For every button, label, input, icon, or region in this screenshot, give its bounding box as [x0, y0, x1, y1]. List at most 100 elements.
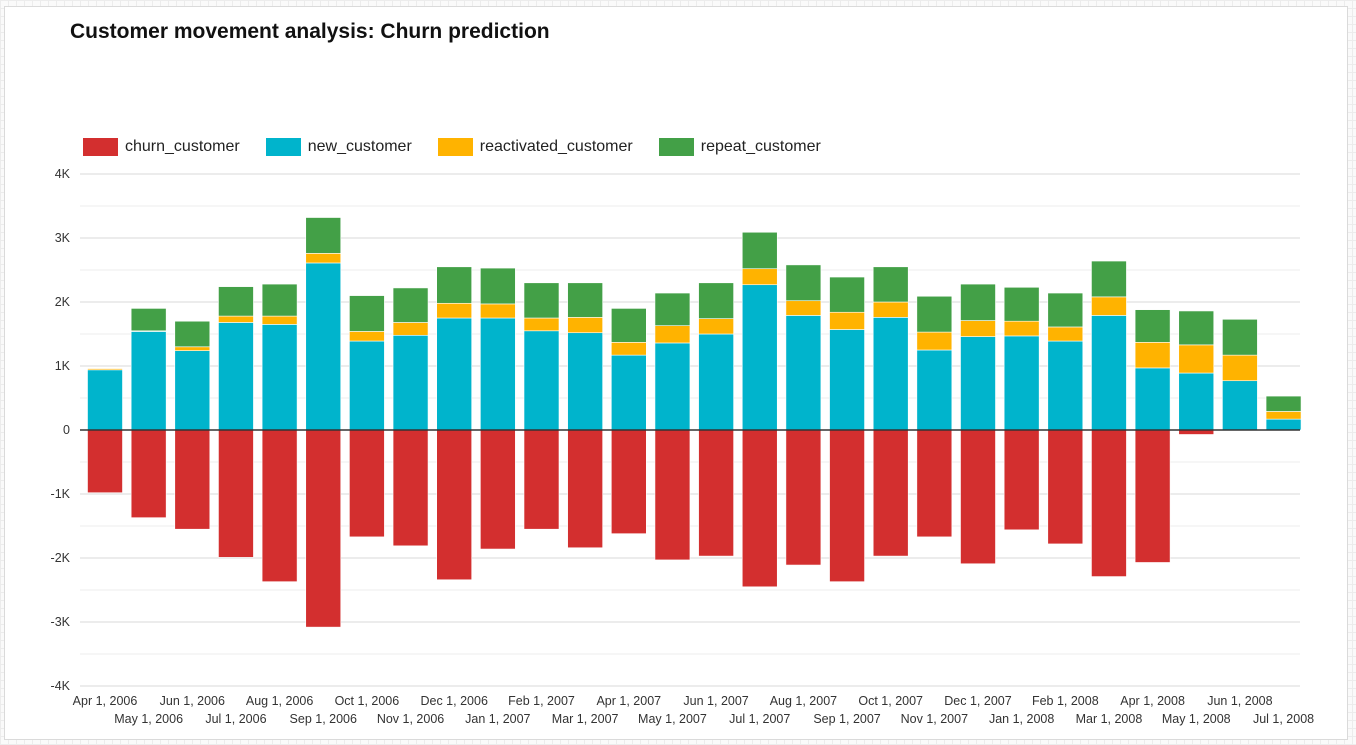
- bar-reactivated-customer-may-1-2007: [654, 325, 691, 344]
- bar-churn-customer-jun-1-2007: [698, 429, 734, 557]
- legend-item-new-customer[interactable]: new_customer: [265, 138, 412, 156]
- legend-swatch-reactivated-customer: [437, 138, 473, 156]
- bar-churn-customer-sep-1-2007: [829, 429, 865, 582]
- x-tick-label: Oct 1, 2006: [335, 694, 400, 708]
- legend-swatch-repeat-customer: [658, 138, 694, 156]
- bar-churn-customer-jul-1-2006: [218, 429, 254, 558]
- bar-repeat-customer-aug-1-2006: [261, 283, 298, 317]
- x-tick-label: Mar 1, 2008: [1076, 712, 1143, 726]
- bar-repeat-customer-dec-1-2006: [436, 266, 473, 304]
- bar-repeat-customer-apr-1-2007: [610, 308, 647, 343]
- x-tick-label: Nov 1, 2007: [901, 712, 968, 726]
- y-tick-label: 4K: [55, 167, 71, 181]
- bar-new-customer-jun-1-2008: [1222, 380, 1258, 431]
- bar-reactivated-customer-sep-1-2007: [829, 311, 865, 330]
- bar-new-customer-oct-1-2006: [349, 340, 385, 431]
- bar-churn-customer-jul-1-2007: [741, 429, 778, 588]
- bar-reactivated-customer-jul-1-2008: [1265, 411, 1302, 420]
- bar-churn-customer-apr-1-2007: [610, 429, 647, 534]
- y-tick-label: -3K: [51, 615, 71, 629]
- x-tick-label: Aug 1, 2006: [246, 694, 313, 708]
- bar-new-customer-dec-1-2007: [960, 336, 996, 431]
- bar-new-customer-feb-1-2008: [1047, 340, 1084, 431]
- bar-new-customer-sep-1-2007: [829, 329, 865, 431]
- bar-new-customer-dec-1-2006: [436, 317, 473, 431]
- bar-repeat-customer-sep-1-2007: [829, 276, 865, 313]
- bar-reactivated-customer-aug-1-2006: [261, 315, 298, 325]
- bar-new-customer-jun-1-2007: [698, 333, 734, 431]
- bar-new-customer-nov-1-2007: [916, 349, 953, 431]
- bar-reactivated-customer-jun-1-2006: [174, 346, 211, 351]
- chart-title: Customer movement analysis: Churn predic…: [70, 20, 550, 43]
- bar-reactivated-customer-jan-1-2008: [1003, 320, 1040, 337]
- y-tick-label: -4K: [51, 679, 71, 693]
- x-tick-label: Apr 1, 2006: [73, 694, 138, 708]
- bar-churn-customer-jan-1-2007: [480, 429, 516, 550]
- bar-reactivated-customer-feb-1-2008: [1047, 326, 1084, 342]
- bar-new-customer-apr-1-2006: [87, 369, 123, 431]
- bar-repeat-customer-may-1-2006: [130, 308, 167, 332]
- x-tick-label: Feb 1, 2008: [1032, 694, 1099, 708]
- bar-repeat-customer-dec-1-2007: [960, 283, 996, 321]
- bar-reactivated-customer-oct-1-2006: [349, 331, 385, 342]
- x-tick-label: Aug 1, 2007: [770, 694, 837, 708]
- bar-reactivated-customer-nov-1-2006: [392, 322, 429, 336]
- bar-new-customer-may-1-2007: [654, 342, 691, 431]
- bar-churn-customer-jan-1-2008: [1003, 429, 1040, 531]
- bar-churn-customer-mar-1-2007: [567, 429, 603, 549]
- y-tick-label: -1K: [51, 487, 71, 501]
- bar-churn-customer-aug-1-2006: [261, 429, 298, 582]
- legend-swatch-churn-customer: [83, 138, 118, 156]
- bar-reactivated-customer-jul-1-2007: [741, 268, 778, 286]
- bar-repeat-customer-mar-1-2007: [567, 282, 603, 318]
- bar-churn-customer-aug-1-2007: [785, 429, 822, 566]
- x-tick-label: May 1, 2007: [638, 712, 707, 726]
- bar-churn-customer-jun-1-2006: [174, 429, 211, 530]
- y-tick-label: 1K: [55, 359, 71, 373]
- legend-item-churn-customer[interactable]: churn_customer: [83, 138, 240, 156]
- bar-new-customer-aug-1-2006: [261, 324, 298, 431]
- bar-reactivated-customer-dec-1-2006: [436, 302, 473, 319]
- bar-churn-customer-apr-1-2008: [1134, 429, 1171, 563]
- x-tick-label: Jun 1, 2008: [1207, 694, 1272, 708]
- legend-label-reactivated-customer: reactivated_customer: [479, 138, 633, 155]
- legend-label-new-customer: new_customer: [307, 138, 412, 155]
- x-tick-label: May 1, 2008: [1162, 712, 1231, 726]
- bar-reactivated-customer-mar-1-2008: [1091, 296, 1127, 316]
- bar-repeat-customer-may-1-2008: [1178, 310, 1215, 346]
- bar-repeat-customer-jul-1-2007: [741, 231, 778, 270]
- bar-new-customer-feb-1-2007: [523, 330, 560, 431]
- bar-new-customer-apr-1-2007: [610, 354, 647, 431]
- x-tick-label: Nov 1, 2006: [377, 712, 444, 726]
- bar-repeat-customer-sep-1-2006: [305, 217, 342, 254]
- x-tick-label: Sep 1, 2007: [813, 712, 880, 726]
- bar-churn-customer-dec-1-2006: [436, 429, 473, 581]
- y-tick-label: 0: [63, 423, 70, 437]
- bar-reactivated-customer-nov-1-2007: [916, 331, 953, 351]
- bar-churn-customer-feb-1-2008: [1047, 429, 1084, 545]
- legend-swatch-new-customer: [265, 138, 301, 156]
- x-tick-label: Apr 1, 2007: [596, 694, 661, 708]
- bar-new-customer-may-1-2008: [1178, 372, 1215, 431]
- x-tick-label: May 1, 2006: [114, 712, 183, 726]
- bar-reactivated-customer-apr-1-2008: [1134, 342, 1171, 369]
- bar-repeat-customer-jul-1-2006: [218, 286, 254, 317]
- x-tick-label: Jun 1, 2006: [160, 694, 225, 708]
- bar-reactivated-customer-jan-1-2007: [480, 303, 516, 319]
- x-tick-label: Jan 1, 2008: [989, 712, 1054, 726]
- bar-churn-customer-mar-1-2008: [1091, 429, 1127, 577]
- chart-legend: churn_customer new_customer reactivated_…: [83, 138, 847, 156]
- bar-new-customer-jul-1-2006: [218, 322, 254, 431]
- bar-reactivated-customer-apr-1-2006: [87, 368, 123, 371]
- bar-repeat-customer-mar-1-2008: [1091, 260, 1127, 298]
- bar-repeat-customer-feb-1-2008: [1047, 292, 1084, 328]
- x-tick-label: Jun 1, 2007: [683, 694, 748, 708]
- legend-item-reactivated-customer[interactable]: reactivated_customer: [437, 138, 633, 156]
- legend-item-repeat-customer[interactable]: repeat_customer: [658, 138, 821, 156]
- bar-reactivated-customer-oct-1-2007: [872, 301, 909, 318]
- bar-churn-customer-may-1-2006: [130, 429, 167, 518]
- bar-new-customer-may-1-2006: [130, 331, 167, 431]
- bar-repeat-customer-oct-1-2006: [349, 295, 385, 332]
- bar-new-customer-jan-1-2007: [480, 317, 516, 431]
